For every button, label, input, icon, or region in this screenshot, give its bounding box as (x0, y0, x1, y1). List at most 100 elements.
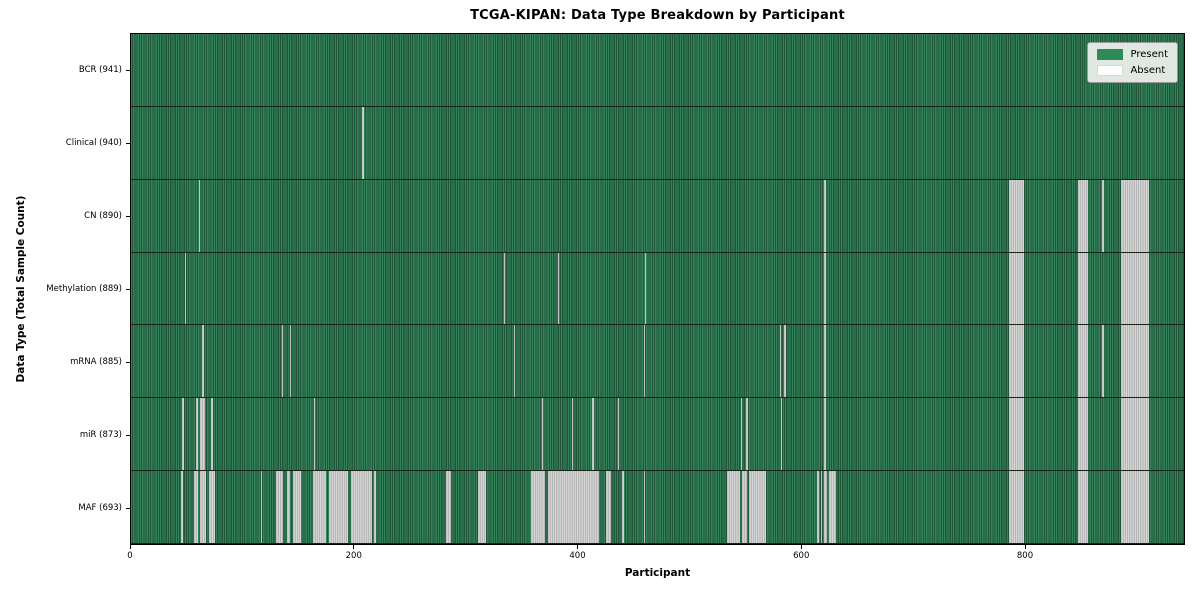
legend-label-absent: Absent (1130, 65, 1166, 76)
absent-stripe (314, 398, 316, 471)
absent-stripe (281, 325, 284, 398)
y-tick-mark (126, 508, 130, 510)
x-tick-label: 400 (569, 551, 586, 561)
y-tick-label: mRNA (885) (70, 357, 122, 368)
absent-stripe (824, 179, 826, 252)
absent-stripe (824, 252, 826, 325)
absent-stripe (374, 471, 376, 544)
absent-stripe (741, 471, 748, 544)
chart-title: TCGA-KIPAN: Data Type Breakdown by Parti… (470, 8, 845, 23)
present-swatch-icon (1097, 49, 1124, 60)
x-tick-mark (1024, 545, 1026, 549)
y-tick-label: miR (873) (79, 430, 122, 441)
absent-stripe (1077, 471, 1088, 544)
absent-stripe (287, 471, 290, 544)
absent-stripe (1008, 471, 1025, 544)
x-tick-mark (129, 545, 131, 549)
absent-stripe (784, 325, 786, 398)
absent-stripe (276, 471, 283, 544)
absent-stripe (824, 325, 826, 398)
absent-stripe (572, 398, 574, 471)
absent-stripe (199, 179, 201, 252)
y-tick-mark (126, 69, 130, 71)
y-tick-label: CN (890) (84, 210, 122, 221)
absent-stripe (541, 398, 544, 471)
legend-item-present: Present (1097, 49, 1168, 60)
y-tick-mark (126, 435, 130, 437)
absent-stripe (780, 398, 783, 471)
absent-stripe (1077, 252, 1088, 325)
x-tick-label: 800 (1016, 551, 1034, 561)
absent-stripe (211, 398, 213, 471)
x-tick-label: 200 (345, 551, 362, 561)
absent-stripe (1077, 179, 1088, 252)
x-axis-label: Participant (624, 567, 691, 579)
absent-stripe (1008, 179, 1025, 252)
y-tick-mark (126, 362, 130, 364)
absent-stripe (182, 398, 184, 471)
absent-stripe (1121, 179, 1150, 252)
absent-stripe (260, 471, 262, 544)
y-tick-mark (126, 215, 130, 217)
plot-area: Present Absent (130, 33, 1185, 545)
absent-stripe (181, 471, 184, 544)
y-tick-mark (126, 142, 130, 144)
absent-stripe (1121, 398, 1150, 471)
absent-stripe (643, 471, 645, 544)
absent-stripe (779, 325, 782, 398)
absent-stripe (184, 252, 186, 325)
absent-stripe (195, 398, 198, 471)
absent-stripe (1077, 398, 1088, 471)
absent-stripe (605, 471, 612, 544)
absent-stripe (1102, 325, 1104, 398)
x-tick-mark (800, 545, 802, 549)
absent-stripe (445, 471, 452, 544)
row-cn (131, 179, 1184, 253)
x-tick-label: 0 (127, 551, 133, 561)
absent-stripe (478, 471, 487, 544)
absent-swatch-icon (1097, 65, 1124, 76)
absent-stripe (202, 325, 204, 398)
absent-stripe (816, 471, 819, 544)
absent-stripe (557, 252, 559, 325)
absent-stripe (824, 471, 827, 544)
absent-stripe (193, 471, 198, 544)
legend-item-absent: Absent (1097, 65, 1168, 76)
row-mrna (131, 325, 1184, 399)
x-tick-mark (353, 545, 355, 549)
absent-stripe (1008, 325, 1025, 398)
legend-label-present: Present (1130, 49, 1168, 60)
absent-stripe (1008, 252, 1025, 325)
absent-stripe (824, 398, 826, 471)
x-tick-label: 600 (793, 551, 810, 561)
absent-stripe (1008, 398, 1025, 471)
y-tick-mark (126, 289, 130, 290)
absent-stripe (592, 398, 594, 471)
absent-stripe (1121, 325, 1150, 398)
absent-stripe (1102, 179, 1104, 252)
x-tick-mark (577, 545, 578, 549)
row-mir (131, 398, 1184, 472)
row-methylation (131, 252, 1184, 326)
absent-stripe (617, 398, 620, 471)
absent-stripe (828, 471, 836, 544)
absent-stripe (1121, 471, 1150, 544)
absent-stripe (209, 471, 215, 544)
absent-stripe (200, 471, 206, 544)
absent-stripe (547, 471, 599, 544)
absent-stripe (503, 252, 506, 325)
absent-stripe (530, 471, 546, 544)
absent-stripe (727, 471, 740, 544)
absent-stripe (748, 471, 767, 544)
absent-stripe (1077, 325, 1088, 398)
absent-stripe (200, 398, 205, 471)
legend: Present Absent (1087, 42, 1178, 83)
absent-stripe (643, 325, 645, 398)
absent-stripe (362, 106, 364, 179)
absent-stripe (644, 252, 647, 325)
absent-stripe (289, 325, 291, 398)
absent-stripe (292, 471, 301, 544)
row-clinical (131, 106, 1184, 180)
absent-stripe (821, 471, 823, 544)
